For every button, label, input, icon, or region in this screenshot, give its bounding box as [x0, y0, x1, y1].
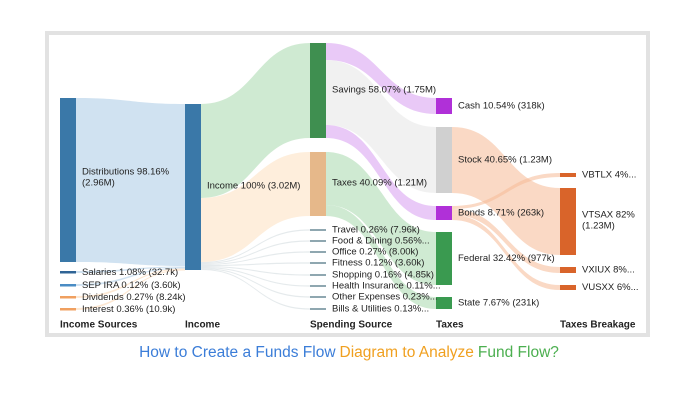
node: [185, 104, 201, 270]
flow: [76, 266, 185, 273]
flow: [326, 125, 436, 220]
node-label: Distributions 98.16%: [82, 167, 170, 178]
flows: [76, 43, 560, 310]
node: [310, 285, 326, 287]
node-label: Shopping 0.16% (4.85k): [332, 270, 434, 281]
flow: [76, 268, 185, 298]
column-header: Taxes: [436, 320, 464, 331]
node: [310, 229, 326, 231]
node-label: Bills & Utilities 0.13%...: [332, 304, 429, 315]
flow: [201, 269, 310, 310]
node: [310, 274, 326, 276]
flow: [326, 152, 436, 285]
node-label: Taxes 40.09% (1.21M): [332, 178, 427, 189]
node: [60, 296, 76, 299]
labels: Distributions 98.16%(2.96M) Salaries 1.08…: [60, 85, 639, 331]
flow: [76, 269, 185, 310]
flow: [201, 229, 310, 263]
node-label: VUSXX 6%...: [582, 282, 639, 293]
node: [436, 297, 452, 309]
column-header: Income Sources: [60, 320, 138, 331]
caption-part: Diagram to Analyze: [339, 344, 474, 361]
node-label: VXIUX 8%...: [582, 265, 635, 276]
node: [310, 262, 326, 264]
column-header: Spending Source: [310, 320, 393, 331]
node-label: SEP IRA 0.12% (3.60k): [82, 280, 181, 291]
flow: [201, 262, 310, 266]
diagram: Distributions 98.16%(2.96M) Salaries 1.08…: [45, 31, 650, 337]
node-label: VTSAX 82%: [582, 210, 635, 221]
node: [560, 188, 576, 255]
column-header: Income: [185, 320, 220, 331]
flow: [201, 43, 310, 198]
node-label: Income 100% (3.02M): [207, 181, 300, 192]
node: [60, 308, 76, 311]
flow: [452, 209, 560, 273]
node-label: Food & Dining 0.56%...: [332, 236, 430, 247]
flow: [326, 205, 436, 309]
node: [436, 206, 452, 220]
flow: [201, 240, 310, 264]
node: [436, 98, 452, 114]
node-label: Stock 40.65% (1.23M): [458, 155, 552, 166]
node: [60, 98, 76, 262]
flow: [76, 98, 185, 266]
node-label: Federal 32.42% (977k): [458, 253, 555, 264]
flow: [201, 267, 310, 287]
flow: [201, 152, 310, 262]
node-label: (2.96M): [82, 178, 115, 189]
node-label: Bonds 8.71% (263k): [458, 208, 544, 219]
node-label: Health Insurance 0.11%...: [332, 281, 441, 292]
caption: How to Create a Funds Flow Diagram to Ana…: [0, 344, 698, 362]
node-label: Other Expenses 0.23%...: [332, 292, 438, 303]
node-label: Savings 58.07% (1.75M): [332, 85, 436, 96]
node: [60, 284, 76, 287]
node-label: Dividends 0.27% (8.24k): [82, 292, 186, 303]
node: [560, 267, 576, 273]
node-label: Interest 0.36% (10.9k): [82, 304, 175, 315]
flow: [326, 60, 436, 193]
node-label: State 7.67% (231k): [458, 298, 539, 309]
node: [310, 152, 326, 216]
node-label: VBTLX 4%...: [582, 170, 636, 181]
node: [310, 308, 326, 310]
node: [560, 173, 576, 177]
flow: [452, 215, 560, 290]
node-label: Fitness 0.12% (3.60k): [332, 258, 424, 269]
flow: [76, 267, 185, 286]
node: [60, 271, 76, 274]
node: [310, 296, 326, 298]
node: [436, 127, 452, 193]
node: [560, 285, 576, 290]
flow: [326, 43, 436, 114]
node-label: Travel 0.26% (7.96k): [332, 225, 420, 236]
flow: [201, 266, 310, 276]
flow: [201, 268, 310, 298]
node: [310, 251, 326, 253]
flow: [201, 251, 310, 265]
node: [310, 240, 326, 242]
node-label: (1.23M): [582, 221, 615, 232]
flow: [452, 173, 560, 209]
node-label: Cash 10.54% (318k): [458, 101, 545, 112]
node: [436, 232, 452, 285]
node: [310, 43, 326, 138]
caption-part: How to Create a Funds Flow: [139, 344, 336, 361]
column-header: Taxes Breakage: [560, 320, 636, 331]
nodes: [60, 43, 576, 311]
node-label: Salaries 1.08% (32.7k): [82, 267, 178, 278]
node-label: Office 0.27% (8.00k): [332, 247, 418, 258]
caption-part: Fund Flow?: [477, 344, 559, 361]
